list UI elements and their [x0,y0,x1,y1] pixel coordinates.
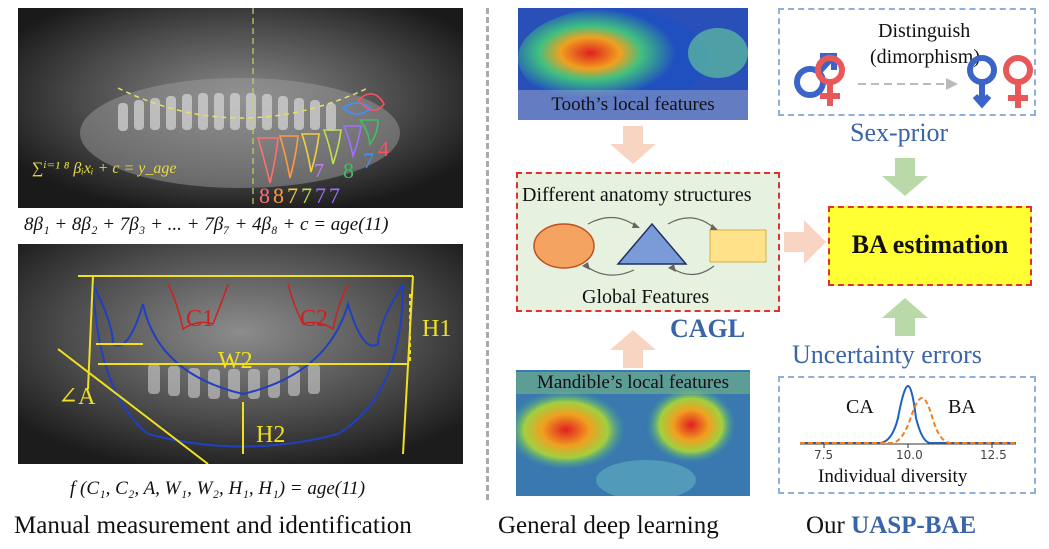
tooth-number-4: 4 [378,136,389,161]
distinguish-label: Distinguish [878,20,971,42]
tooth-number-7b: 7 [363,148,374,173]
arrow-right-peach [784,220,826,264]
measure-label-c1: C1 [186,306,215,332]
ca-label: CA [846,396,874,418]
anatomy-rectangle [709,229,767,263]
arrow-down-peach-1 [610,126,656,164]
regression-example-formula: 8β₁ + 8β₂ + 7β₃ + ... + 7β₇ + 4β₈ + c = … [24,214,389,235]
measure-label-w2: W2 [218,348,253,374]
tooth-number-8: 8 [343,158,354,183]
caption-our-method: Our UASP-BAE [806,512,976,540]
global-features-box: Different anatomy structures Global Feat… [516,172,780,312]
section-divider [486,8,489,500]
anatomy-triangle [616,222,688,265]
regression-sum-formula: ∑ⁱ⁼¹ ⁸ βᵢxᵢ + c = y_age [32,160,177,177]
uncertainty-errors-label: Uncertainty errors [792,340,982,369]
tick-label-12-5: 12.5 [980,448,1007,462]
measure-label-c2: C2 [300,306,329,332]
sex-prior-label: Sex-prior [850,118,949,147]
tooth-number-b4: 7 [301,183,312,208]
cagl-label: CAGL [670,314,746,343]
panoramic-xray-top: ∑ⁱ⁼¹ ⁸ βᵢxᵢ + c = y_age 7 8 7 4 8 8 7 7 … [18,8,463,208]
individual-diversity-box: CA BA 7.5 10.0 12.5 Individual diversity [778,376,1036,494]
tooth-number-7a: 7 [314,160,324,182]
ba-label: BA [948,396,976,418]
arrow-up-green [882,298,928,336]
sex-dimorphism-box: Distinguish (dimorphism) [778,8,1036,116]
mandible-local-features-label: Mandible’s local features [516,372,750,394]
ca-distribution-curve [800,384,1016,444]
female-symbol-icon [815,55,845,106]
arrow-up-peach [610,330,656,368]
caption-our-prefix: Our [806,512,845,539]
tooth-heatmap: Tooth’s local features [518,8,748,120]
dimorphism-label: (dimorphism) [870,46,980,68]
tooth-number-b6: 7 [329,183,340,208]
ba-estimation-label: BA estimation [851,230,1009,259]
mandible-heatmap-drawing [516,370,750,496]
individual-diversity-label: Individual diversity [818,466,968,487]
xray-bottom-drawing [18,244,463,464]
male-symbol-icon-2 [967,55,997,109]
distribution-plot [800,384,1016,448]
xray-top-drawing [18,8,463,208]
tick-label-10-0: 10.0 [896,448,923,462]
caption-method-name: UASP-BAE [851,512,977,539]
different-anatomy-title: Different anatomy structures [522,184,752,206]
measurement-function-formula: f (C₁, C₂, A, W₁, W₂, H₁, H₁) = age(11) [70,478,366,499]
tooth-number-b3: 7 [287,183,298,208]
arrow-down-green [882,158,928,196]
female-symbol-icon-2 [1003,55,1033,108]
tooth-number-b1: 8 [259,183,270,208]
anatomy-ellipse [533,223,595,269]
tooth-number-b5: 7 [315,183,326,208]
tooth-number-b2: 8 [273,183,284,208]
panoramic-xray-bottom: C1 C2 H1 W2 ∠A H2 [18,244,463,464]
ba-estimation-box: BA estimation [828,206,1032,286]
caption-manual: Manual measurement and identification [14,512,412,539]
sex-symbols-drawing [794,53,1033,109]
caption-deep-learning: General deep learning [498,512,719,539]
tick-label-7-5: 7.5 [814,448,834,462]
global-features-label: Global Features [582,286,710,308]
ba-distribution-curve [800,396,1016,444]
measure-label-h2: H2 [256,422,286,448]
mandible-heatmap: Mandible’s local features [516,370,750,496]
measure-label-h1: H1 [422,316,452,342]
tooth-local-features-label: Tooth’s local features [518,90,748,120]
measure-label-angle-a: ∠A [58,384,96,410]
anatomy-shapes [533,216,767,276]
